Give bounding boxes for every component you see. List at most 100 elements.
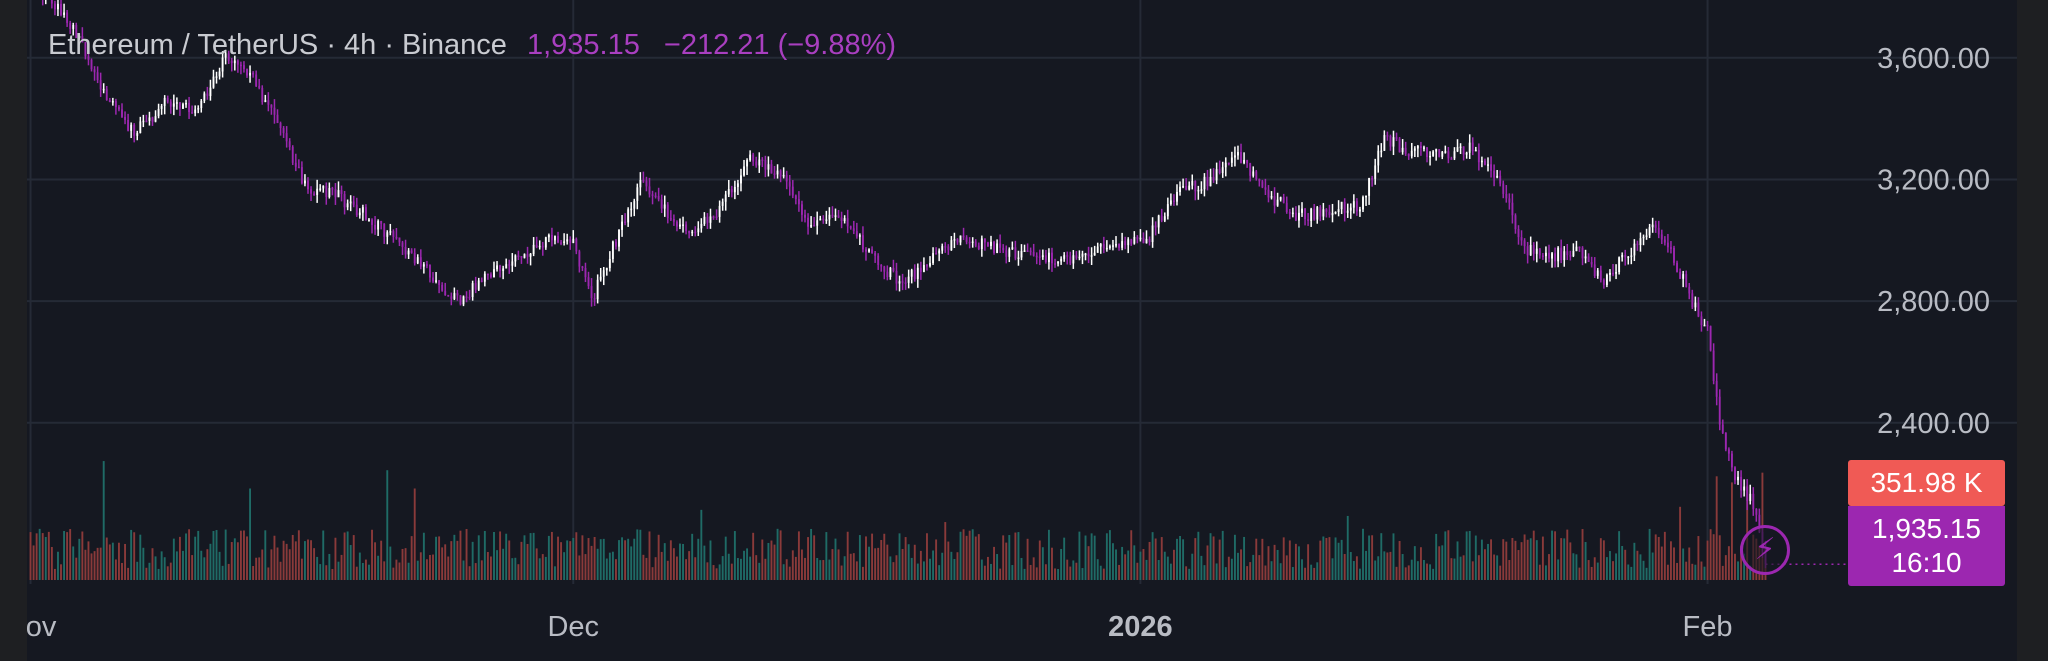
- candle-body: [81, 36, 84, 43]
- candle-body: [788, 181, 791, 187]
- volume-bar: [1273, 544, 1276, 580]
- candle-body: [276, 114, 279, 124]
- volume-bar: [962, 529, 965, 580]
- volume-bar: [871, 533, 874, 580]
- volume-bar: [1496, 555, 1499, 580]
- volume-bar: [1102, 568, 1105, 580]
- candle-body: [1740, 476, 1743, 491]
- volume-bar: [743, 550, 745, 580]
- candle-body: [163, 97, 166, 106]
- volume-bar: [1484, 549, 1486, 580]
- candle-body: [1407, 153, 1410, 157]
- candle-body: [688, 230, 691, 234]
- volume-bar: [1197, 531, 1200, 580]
- candle-body: [255, 74, 258, 87]
- volume-bar: [343, 532, 346, 580]
- volume-bar: [1727, 546, 1730, 580]
- candle-body: [596, 279, 599, 300]
- candle-body: [956, 239, 959, 243]
- candle-body: [1002, 247, 1005, 251]
- volume-bar: [1017, 532, 1020, 580]
- volume-bar: [965, 535, 968, 580]
- volume-bar: [514, 557, 517, 580]
- volume-bar: [929, 558, 931, 580]
- symbol-title[interactable]: Ethereum / TetherUS · 4h · Binance: [48, 29, 507, 61]
- volume-bar: [630, 546, 633, 580]
- candle-body: [355, 204, 358, 216]
- candle-body: [1328, 211, 1331, 216]
- candle-body: [1185, 186, 1188, 190]
- candle-body: [1005, 250, 1008, 257]
- volume-bar: [191, 555, 194, 580]
- volume-bar: [1325, 537, 1328, 580]
- candle-body: [944, 246, 947, 248]
- candle-body: [663, 204, 666, 209]
- candle-body: [343, 193, 346, 208]
- candle-body: [1243, 160, 1246, 163]
- candle-body: [1383, 135, 1386, 151]
- candle-body: [1121, 241, 1124, 248]
- candle-body: [1044, 255, 1047, 263]
- volume-bar: [1008, 535, 1011, 580]
- lightning-icon[interactable]: ⚡: [1740, 525, 1790, 575]
- candle-body: [1154, 225, 1157, 228]
- volume-bar: [980, 559, 983, 580]
- volume-bar: [666, 560, 669, 580]
- candle-body: [895, 270, 898, 284]
- volume-bar: [1188, 568, 1191, 580]
- volume-bar: [1169, 563, 1172, 580]
- candle-body: [1484, 160, 1486, 165]
- volume-bar: [1688, 547, 1691, 580]
- x-tick-label: Dec: [547, 611, 599, 643]
- volume-bar: [889, 556, 892, 580]
- candle-body: [212, 76, 215, 88]
- candle-body: [1276, 199, 1279, 206]
- candle-body: [1182, 186, 1185, 188]
- volume-bar: [1163, 551, 1166, 580]
- volume-bar: [1441, 545, 1444, 580]
- candle-body: [910, 270, 913, 277]
- candle-body: [188, 102, 191, 113]
- candle-body: [770, 164, 773, 174]
- volume-bar: [1676, 562, 1678, 580]
- volume-bar: [1221, 530, 1224, 580]
- volume-bar: [69, 529, 72, 580]
- candle-body: [261, 87, 264, 103]
- candle-body: [785, 174, 788, 182]
- volume-bar: [1142, 549, 1145, 580]
- volume-bar: [971, 529, 974, 580]
- candle-body: [273, 107, 276, 115]
- volume-bar: [450, 541, 453, 580]
- candle-body: [401, 242, 404, 247]
- candle-body: [480, 280, 483, 282]
- volume-bar: [178, 536, 181, 580]
- volume-bar: [1624, 549, 1627, 580]
- candle-body: [1654, 224, 1657, 228]
- candle-body: [499, 265, 502, 271]
- volume-bar: [188, 529, 191, 580]
- candle-body: [1374, 165, 1377, 179]
- volume-bar: [1112, 543, 1114, 580]
- candle-body: [749, 154, 752, 161]
- candle-body: [334, 189, 337, 198]
- volume-bar: [861, 566, 864, 580]
- volume-bar: [1285, 555, 1288, 580]
- candle-body: [389, 231, 392, 233]
- volume-bar: [307, 539, 309, 580]
- candlestick-chart[interactable]: 3,600.00 3,200.00 2,800.00 2,400.00 Nov Dec 20…: [27, 0, 2017, 661]
- candle-body: [410, 250, 413, 253]
- candle-body: [224, 53, 227, 58]
- volume-bar: [1743, 553, 1746, 580]
- volume-bar: [368, 564, 370, 580]
- volume-bar: [1069, 566, 1072, 580]
- candle-body: [1471, 142, 1474, 152]
- volume-bar: [1337, 542, 1340, 580]
- volume-bar: [1544, 565, 1547, 580]
- volume-bar: [218, 551, 221, 580]
- candle-body: [1450, 158, 1453, 160]
- candle-body: [773, 173, 776, 175]
- candle-body: [78, 36, 81, 38]
- candle-body: [1124, 241, 1127, 246]
- volume-bar: [328, 553, 331, 580]
- candle-body: [108, 100, 111, 103]
